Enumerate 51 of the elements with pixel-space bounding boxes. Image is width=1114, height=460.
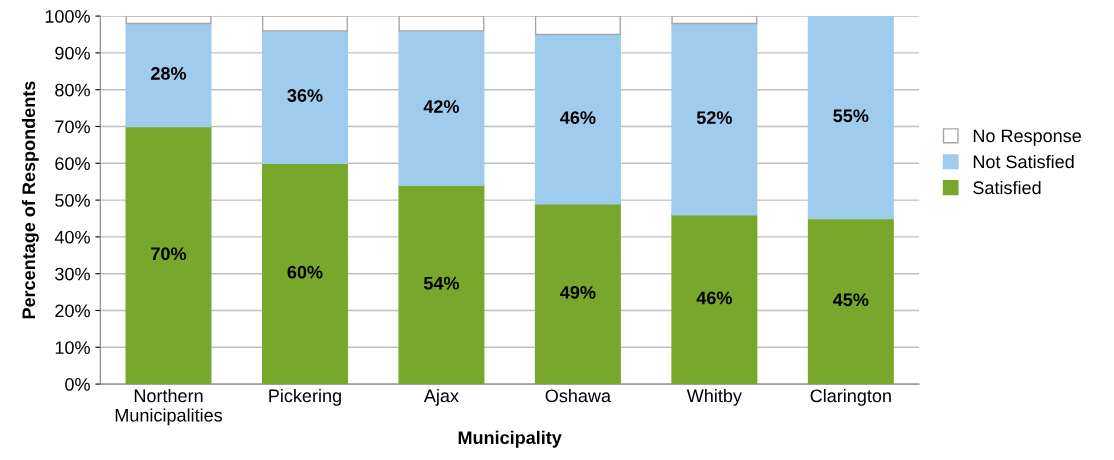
bar bbox=[261, 162, 348, 385]
y-tick-label: 70% bbox=[55, 120, 90, 134]
bar bbox=[534, 203, 621, 385]
y-tick-label: 0% bbox=[65, 378, 90, 391]
bar bbox=[261, 16, 348, 32]
bar bbox=[125, 22, 212, 128]
y-tick-label: 90% bbox=[55, 46, 90, 60]
data-label: 60% bbox=[287, 265, 323, 279]
bar bbox=[534, 33, 621, 205]
data-label: 46% bbox=[560, 111, 596, 124]
y-axis-title: Percentage of Respondents bbox=[21, 81, 39, 319]
x-axis-title: Municipality bbox=[458, 430, 562, 448]
legend-label: Satisfied bbox=[973, 180, 1041, 195]
x-tick-label: Oshawa bbox=[545, 388, 612, 403]
data-label: 42% bbox=[423, 100, 460, 113]
x-tick-label: Northern Municipalities bbox=[115, 388, 223, 426]
bar bbox=[125, 125, 212, 385]
data-label: 28% bbox=[151, 67, 187, 80]
data-label: 54% bbox=[423, 276, 460, 290]
data-label: 36% bbox=[287, 89, 323, 102]
y-tick-label: 20% bbox=[55, 304, 90, 318]
bar bbox=[671, 214, 758, 385]
bar bbox=[398, 30, 485, 187]
bar bbox=[807, 217, 894, 385]
data-label: 70% bbox=[151, 247, 187, 261]
data-label: 55% bbox=[833, 109, 869, 123]
bar bbox=[261, 30, 348, 164]
legend-label: Not Satisfied bbox=[973, 154, 1074, 169]
x-tick-label: Whitby bbox=[686, 388, 742, 406]
bar bbox=[398, 184, 485, 385]
x-tick-label: Ajax bbox=[423, 388, 459, 406]
bar bbox=[534, 16, 621, 36]
data-label: 46% bbox=[696, 291, 732, 305]
y-tick-label: 10% bbox=[55, 341, 90, 355]
x-tick-label: Clarington bbox=[810, 388, 891, 406]
y-tick-label: 100% bbox=[45, 10, 90, 23]
data-label: 45% bbox=[833, 293, 869, 307]
data-label: 52% bbox=[696, 111, 732, 124]
bar bbox=[671, 16, 758, 25]
bar bbox=[807, 16, 894, 220]
data-label: 49% bbox=[560, 286, 596, 299]
y-tick-label: 80% bbox=[55, 83, 90, 97]
y-tick-label: 50% bbox=[55, 194, 90, 207]
bar bbox=[398, 16, 485, 32]
legend-label: No Response bbox=[973, 129, 1081, 146]
x-tick-label: Pickering bbox=[269, 388, 341, 406]
bar bbox=[671, 22, 758, 216]
y-tick-label: 40% bbox=[54, 230, 90, 244]
y-tick-label: 30% bbox=[55, 267, 90, 281]
y-tick-label: 60% bbox=[55, 157, 90, 171]
bar bbox=[125, 16, 212, 25]
